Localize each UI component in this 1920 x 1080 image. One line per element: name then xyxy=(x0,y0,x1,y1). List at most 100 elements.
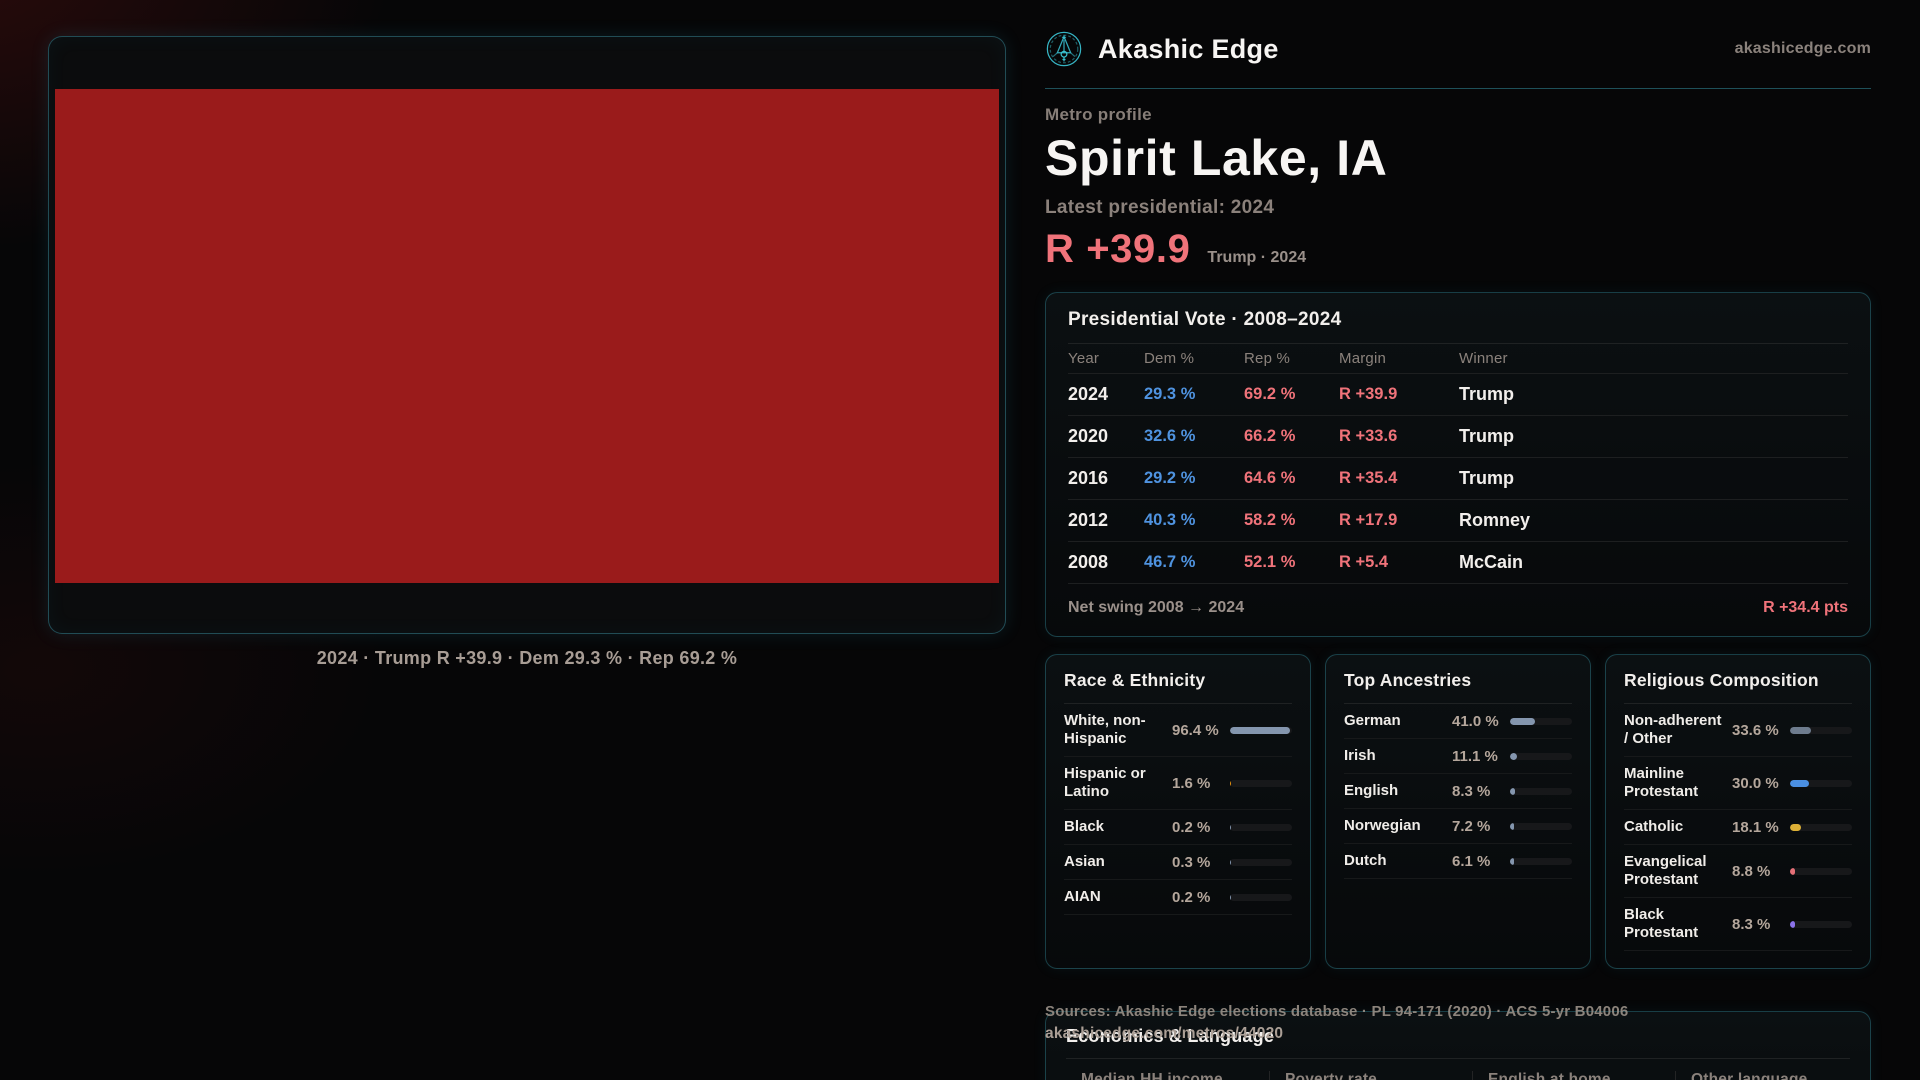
economics-card: Economics & Language Median HH income $5… xyxy=(1045,1011,1871,1080)
vote-table-row: 2008 46.7 % 52.1 % R +5.4 McCain xyxy=(1068,541,1848,583)
vote-table-header-row: Year Dem % Rep % Margin Winner xyxy=(1068,344,1848,373)
vote-column-header: Year xyxy=(1068,350,1100,367)
vote-margin-cell: R +17.9 xyxy=(1339,511,1398,529)
economics-stat-label: English at home xyxy=(1488,1071,1611,1080)
page-title: Spirit Lake, IA xyxy=(1045,130,1388,186)
stat-row-value: 11.1 % xyxy=(1452,747,1498,765)
economics-stat: Median HH income $56,485 xyxy=(1066,1071,1269,1080)
vote-column-header: Dem % xyxy=(1144,350,1195,367)
vote-year-cell: 2024 xyxy=(1068,384,1109,404)
stat-bar-track xyxy=(1230,823,1292,831)
vote-table-body: 2024 29.3 % 69.2 % R +39.9 Trump 2020 32… xyxy=(1068,373,1848,583)
economics-stat-label: Other language xyxy=(1691,1071,1808,1080)
vote-table-row: 2024 29.3 % 69.2 % R +39.9 Trump xyxy=(1068,373,1848,415)
stat-bar-track xyxy=(1230,779,1292,787)
vote-winner-cell: McCain xyxy=(1459,552,1524,572)
stat-row-value: 8.3 % xyxy=(1732,915,1771,933)
right-panel: Akashic Edge akashicedge.com Metro profi… xyxy=(1045,0,1871,1080)
presidential-vote-card: Presidential Vote · 2008–2024 Year Dem % R… xyxy=(1045,292,1871,637)
vote-table-title: Presidential Vote · 2008–2024 xyxy=(1068,293,1848,344)
metro-kicker: Metro profile xyxy=(1045,105,1152,124)
stat-row-label: Catholic xyxy=(1624,818,1684,835)
stat-bar-fill xyxy=(1510,717,1536,725)
economics-stats-row: Median HH income $56,485 Poverty rate 7.… xyxy=(1066,1071,1850,1080)
vote-year-cell: 2016 xyxy=(1068,468,1109,488)
stat-bar-fill xyxy=(1510,752,1517,760)
vote-table-row: 2020 32.6 % 66.2 % R +33.6 Trump xyxy=(1068,415,1848,457)
stat-row-label: Dutch xyxy=(1344,852,1387,869)
vote-winner-cell: Trump xyxy=(1459,468,1515,488)
stat-row: AIAN 0.2 % xyxy=(1064,880,1292,915)
stat-row-label: Non-adherent / Other xyxy=(1624,712,1722,747)
vote-winner-cell: Romney xyxy=(1459,510,1531,530)
stat-row-value: 0.2 % xyxy=(1172,818,1211,836)
stat-bar-track xyxy=(1230,858,1292,866)
stat-row: White, non-Hispanic 96.4 % xyxy=(1064,704,1292,757)
vote-year-cell: 2020 xyxy=(1068,426,1109,446)
stat-cards-row: Race & Ethnicity White, non-Hispanic 96.… xyxy=(1045,654,1871,969)
vote-dem-cell: 40.3 % xyxy=(1144,511,1196,529)
stat-row-value: 8.8 % xyxy=(1732,862,1771,880)
stat-bar-track xyxy=(1790,920,1852,928)
stat-row-value: 6.1 % xyxy=(1452,852,1491,870)
stat-bar-fill xyxy=(1510,787,1516,795)
stat-row: German 41.0 % xyxy=(1344,704,1572,739)
vote-column-header: Rep % xyxy=(1244,350,1291,367)
stat-card-title: Race & Ethnicity xyxy=(1064,655,1292,704)
stat-bar-track xyxy=(1510,822,1572,830)
vote-table-row: 2012 40.3 % 58.2 % R +17.9 Romney xyxy=(1068,499,1848,541)
map-caption: 2024 · Trump R +39.9 · Dem 29.3 % · Rep … xyxy=(316,648,738,668)
stat-row-label: Evangelical Protestant xyxy=(1624,853,1707,888)
stat-card-title: Religious Composition xyxy=(1624,655,1852,704)
vote-winner-cell: Trump xyxy=(1459,384,1515,404)
stat-bar-track xyxy=(1790,867,1852,875)
economics-stat-label: Poverty rate xyxy=(1285,1071,1378,1080)
stat-bar-fill xyxy=(1510,822,1515,830)
stat-row: Evangelical Protestant 8.8 % xyxy=(1624,845,1852,898)
stat-row-value: 18.1 % xyxy=(1732,818,1779,836)
stat-row: Non-adherent / Other 33.6 % xyxy=(1624,704,1852,757)
stat-bar-fill xyxy=(1230,779,1231,787)
brand-domain-link[interactable]: akashicedge.com xyxy=(1734,40,1871,57)
stat-row-value: 33.6 % xyxy=(1732,721,1779,739)
stat-row-label: AIAN xyxy=(1064,888,1101,905)
stat-bar-track xyxy=(1510,787,1572,795)
latest-presidential-label: Latest presidential: 2024 xyxy=(1045,197,1275,218)
vote-dem-cell: 32.6 % xyxy=(1144,427,1196,445)
stat-row-label: Irish xyxy=(1344,747,1376,764)
vote-winner-cell: Trump xyxy=(1459,426,1515,446)
stat-bar-track xyxy=(1790,779,1852,787)
map-card xyxy=(48,36,1006,634)
vote-rep-cell: 69.2 % xyxy=(1244,385,1296,403)
panel-header: Akashic Edge akashicedge.com xyxy=(1045,0,1871,89)
stat-row-label: Norwegian xyxy=(1344,817,1421,834)
akashic-edge-seal-icon[interactable] xyxy=(1045,30,1083,68)
vote-column-header: Margin xyxy=(1339,350,1387,367)
brand-name[interactable]: Akashic Edge xyxy=(1098,33,1279,64)
vote-margin-cell: R +33.6 xyxy=(1339,427,1398,445)
vote-rep-cell: 52.1 % xyxy=(1244,553,1296,571)
stat-row-label: English xyxy=(1344,782,1399,799)
stat-bar-track xyxy=(1510,857,1572,865)
headline-margin-note: Trump · 2024 xyxy=(1207,249,1307,266)
stat-bar-fill xyxy=(1790,867,1796,875)
stat-row-value: 7.2 % xyxy=(1452,817,1491,835)
stat-bar-track xyxy=(1510,752,1572,760)
stat-row: Mainline Protestant 30.0 % xyxy=(1624,757,1852,810)
stat-row: Norwegian 7.2 % xyxy=(1344,809,1572,844)
vote-margin-cell: R +39.9 xyxy=(1339,385,1398,403)
stat-row: Catholic 18.1 % xyxy=(1624,810,1852,845)
stat-row: Black 0.2 % xyxy=(1064,810,1292,845)
stat-row: Black Protestant 8.3 % xyxy=(1624,898,1852,951)
stat-row-value: 96.4 % xyxy=(1172,721,1219,739)
stat-card-title: Top Ancestries xyxy=(1344,655,1572,704)
vote-dem-cell: 29.2 % xyxy=(1144,469,1196,487)
stat-card-rows: Non-adherent / Other 33.6 % Mainline Pro… xyxy=(1624,704,1852,951)
map-shape-red xyxy=(55,89,999,583)
stat-row-value: 0.2 % xyxy=(1172,888,1211,906)
stat-row: Asian 0.3 % xyxy=(1064,845,1292,880)
vote-column-header: Winner xyxy=(1459,350,1508,367)
metro-permalink[interactable]: akashicedge.com/metros/44020 xyxy=(1045,1025,1284,1042)
stat-row-label: Hispanic or Latino xyxy=(1064,765,1146,800)
stat-row-value: 1.6 % xyxy=(1172,774,1211,792)
